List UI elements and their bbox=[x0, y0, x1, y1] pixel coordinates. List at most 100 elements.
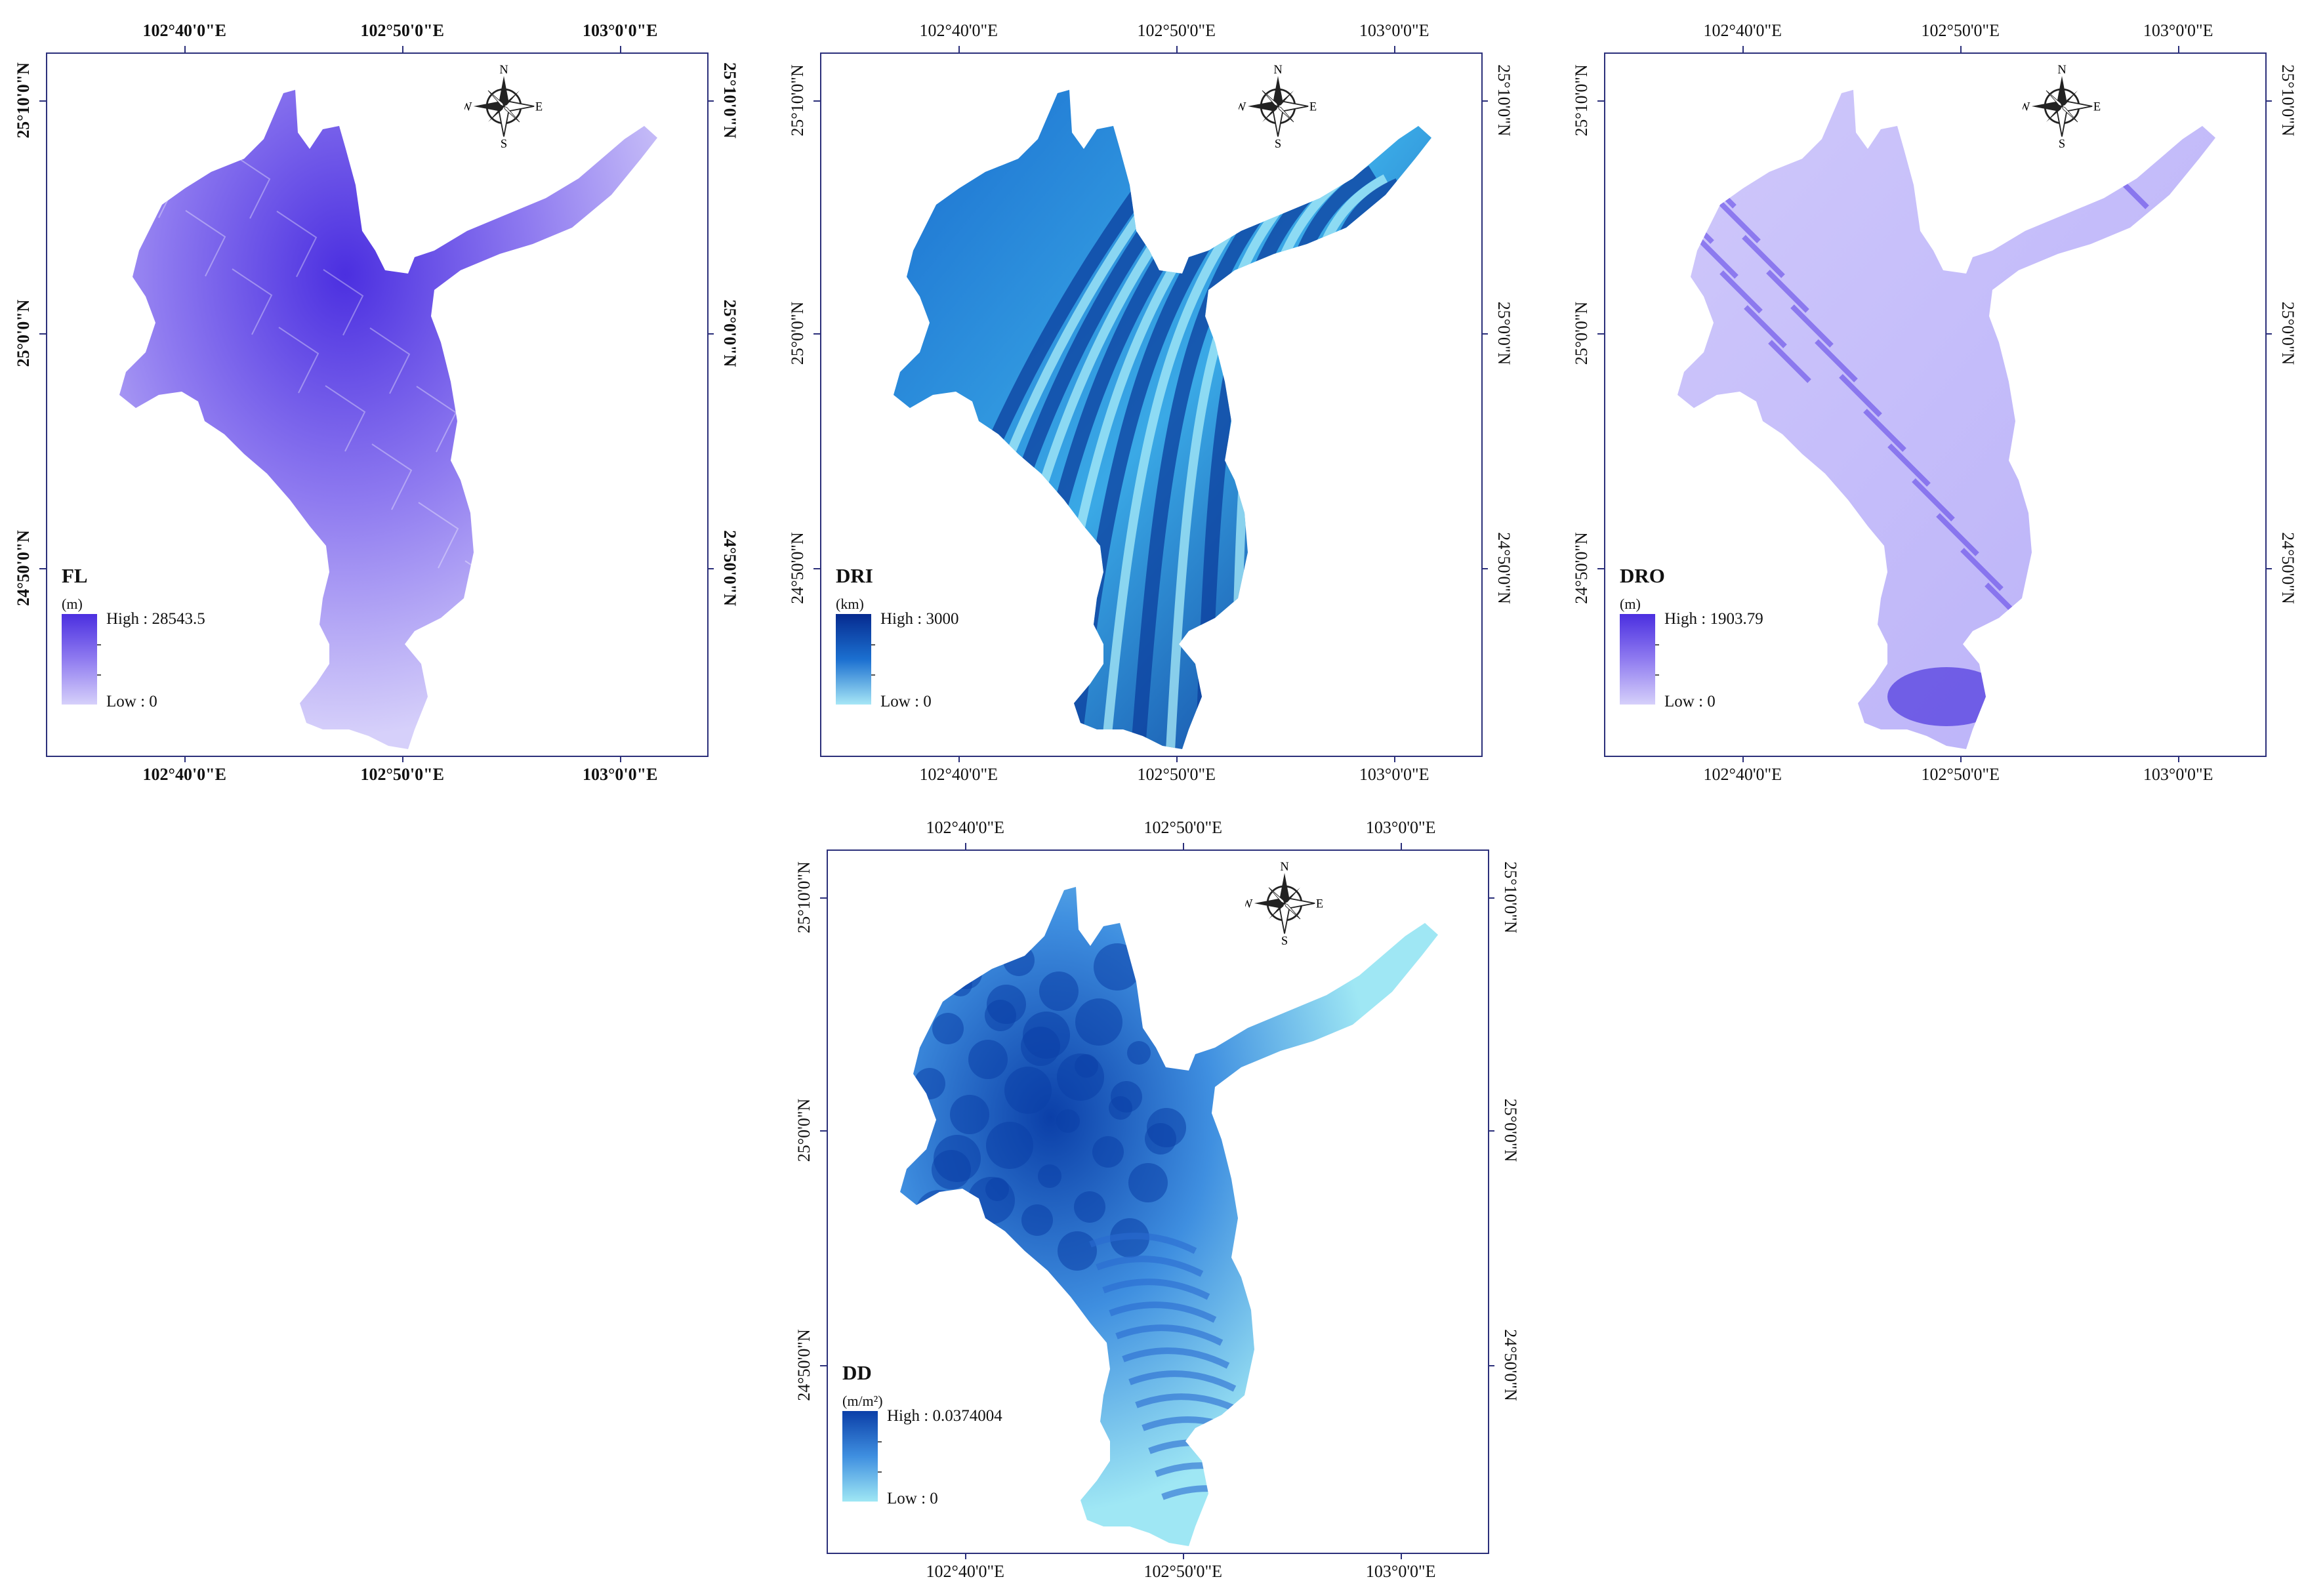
graticule-tick bbox=[707, 333, 714, 335]
latitude-label-right: 25°10'0"N bbox=[720, 62, 739, 138]
compass-rose-icon: N S E W bbox=[1245, 861, 1323, 946]
graticule-tick bbox=[1394, 46, 1396, 52]
compass-label-south: S bbox=[1281, 934, 1288, 946]
graticule-tick bbox=[1488, 1365, 1494, 1367]
graticule-tick bbox=[820, 897, 827, 899]
graticule-tick bbox=[958, 46, 960, 52]
compass-label-east: E bbox=[1316, 897, 1323, 910]
longitude-label-bottom: 102°50'0"E bbox=[360, 765, 444, 784]
legend-unit: (km) bbox=[836, 596, 864, 612]
longitude-label-bottom: 103°0'0"E bbox=[1365, 1562, 1436, 1581]
legend-low-label: Low : 0 bbox=[880, 693, 932, 710]
latitude-label-left: 24°50'0"N bbox=[788, 532, 807, 605]
longitude-label-top: 102°40'0"E bbox=[919, 21, 998, 40]
map-canvas bbox=[900, 887, 1438, 1546]
legend-title: DRO bbox=[1620, 564, 1665, 587]
longitude-label-top: 102°40'0"E bbox=[1703, 21, 1782, 40]
latitude-label-right: 25°0'0"N bbox=[2278, 301, 2297, 365]
longitude-label-bottom: 103°0'0"E bbox=[583, 765, 658, 784]
legend-high-label: High : 28543.5 bbox=[106, 610, 205, 628]
graticule-tick bbox=[707, 100, 714, 102]
compass-label-east: E bbox=[2093, 100, 2101, 113]
legend-tick bbox=[878, 1471, 882, 1473]
latitude-label-right: 24°50'0"N bbox=[2278, 532, 2297, 605]
graticule-tick bbox=[1488, 897, 1494, 899]
latitude-label-left: 25°10'0"N bbox=[14, 62, 33, 138]
graticule-tick bbox=[39, 568, 46, 570]
latitude-label-left: 24°50'0"N bbox=[1572, 532, 1591, 605]
graticule-tick bbox=[184, 46, 186, 52]
compass-label-north: N bbox=[499, 64, 508, 76]
graticule-tick bbox=[1597, 100, 1604, 102]
graticule-tick bbox=[813, 100, 820, 102]
latitude-label-left: 24°50'0"N bbox=[14, 530, 33, 607]
longitude-label-bottom: 102°50'0"E bbox=[1137, 765, 1216, 784]
graticule-tick bbox=[1183, 1553, 1185, 1559]
graticule-tick bbox=[620, 46, 622, 52]
compass-label-west: W bbox=[2023, 100, 2030, 113]
longitude-label-bottom: 102°40'0"E bbox=[1703, 765, 1782, 784]
latitude-label-right: 25°0'0"N bbox=[720, 299, 739, 367]
legend-unit: (m) bbox=[1620, 596, 1641, 612]
graticule-tick bbox=[1597, 333, 1604, 335]
longitude-label-bottom: 102°50'0"E bbox=[1143, 1562, 1223, 1581]
longitude-label-top: 102°50'0"E bbox=[1921, 21, 2000, 40]
latitude-label-right: 25°0'0"N bbox=[1494, 301, 1513, 365]
compass-label-west: W bbox=[1239, 100, 1246, 113]
legend-unit: (m/m²) bbox=[842, 1393, 883, 1409]
graticule-tick bbox=[39, 100, 46, 102]
graticule-tick bbox=[1401, 1553, 1403, 1559]
longitude-label-top: 102°50'0"E bbox=[1137, 21, 1216, 40]
latitude-label-right: 25°0'0"N bbox=[1501, 1098, 1520, 1162]
legend-unit: (m) bbox=[62, 596, 83, 612]
compass-label-north: N bbox=[1280, 861, 1288, 873]
latitude-label-right: 24°50'0"N bbox=[720, 530, 739, 607]
graticule-tick bbox=[1481, 100, 1488, 102]
graticule-tick bbox=[39, 333, 46, 335]
graticule-tick bbox=[2265, 568, 2272, 570]
graticule-tick bbox=[965, 1553, 967, 1559]
map-canvas bbox=[1677, 90, 2215, 749]
study-area-region bbox=[1677, 90, 2215, 749]
longitude-label-top: 102°40'0"E bbox=[926, 818, 1005, 837]
graticule-tick bbox=[813, 568, 820, 570]
graticule-tick bbox=[2265, 333, 2272, 335]
compass-rose-icon: N S E W bbox=[464, 64, 543, 149]
graticule-tick bbox=[958, 756, 960, 762]
legend-tick bbox=[97, 644, 101, 645]
legend-high-label: High : 3000 bbox=[880, 610, 959, 628]
graticule-tick bbox=[402, 46, 404, 52]
map-canvas bbox=[894, 90, 1431, 749]
legend-color-ramp bbox=[62, 614, 97, 705]
latitude-label-left: 25°10'0"N bbox=[788, 64, 807, 136]
graticule-tick bbox=[184, 756, 186, 762]
longitude-label-top: 103°0'0"E bbox=[2143, 21, 2213, 40]
longitude-label-bottom: 102°40'0"E bbox=[926, 1562, 1005, 1581]
longitude-label-bottom: 103°0'0"E bbox=[2143, 765, 2213, 784]
legend-tick bbox=[1655, 644, 1659, 645]
graticule-tick bbox=[707, 568, 714, 570]
compass-label-west: W bbox=[1245, 897, 1253, 910]
graticule-tick bbox=[820, 1130, 827, 1132]
latitude-label-left: 25°0'0"N bbox=[1572, 301, 1591, 365]
graticule-tick bbox=[1481, 333, 1488, 335]
graticule-tick bbox=[965, 843, 967, 849]
legend-low-label: Low : 0 bbox=[1664, 693, 1716, 710]
compass-label-south: S bbox=[1275, 137, 1281, 149]
graticule-tick bbox=[1481, 568, 1488, 570]
graticule-tick bbox=[1176, 46, 1178, 52]
latitude-label-right: 24°50'0"N bbox=[1501, 1329, 1520, 1402]
longitude-label-top: 102°40'0"E bbox=[142, 21, 226, 40]
graticule-tick bbox=[1176, 756, 1178, 762]
map-canvas bbox=[119, 90, 657, 749]
longitude-label-top: 102°50'0"E bbox=[1143, 818, 1223, 837]
map-frame: N S E W bbox=[820, 52, 1483, 757]
legend-tick bbox=[878, 1441, 882, 1443]
graticule-tick bbox=[1960, 46, 1962, 52]
longitude-label-top: 103°0'0"E bbox=[583, 21, 658, 40]
compass-rose-icon: N S E W bbox=[2023, 64, 2101, 149]
legend-title: DD bbox=[842, 1361, 872, 1384]
graticule-tick bbox=[402, 756, 404, 762]
legend-high-label: High : 0.0374004 bbox=[887, 1407, 1002, 1425]
graticule-tick bbox=[620, 756, 622, 762]
